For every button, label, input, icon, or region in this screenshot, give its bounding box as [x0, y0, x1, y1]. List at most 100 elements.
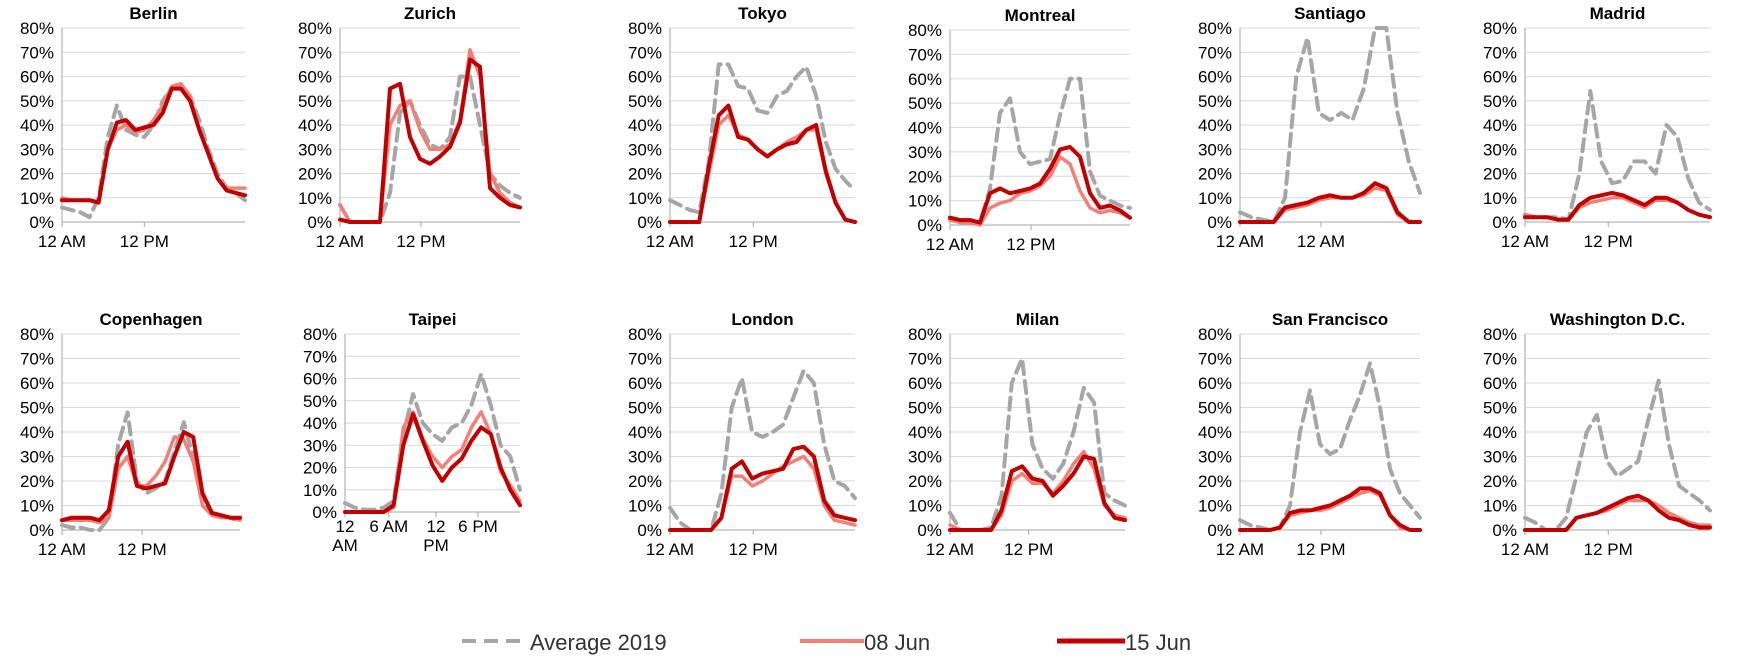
chart-title: Copenhagen — [100, 310, 203, 329]
x-tick-label-line: 6 PM — [458, 517, 498, 536]
x-tick-label: 12 PM — [1584, 232, 1633, 251]
y-tick-label: 20% — [20, 165, 54, 184]
chart-panel: 0% 10% 20% 30% 40% 50% 60% 70% 80% San Francisco 1… — [1198, 310, 1422, 559]
y-tick-label: 20% — [20, 472, 54, 491]
y-tick-label: 30% — [298, 140, 332, 159]
y-tick-label: 40% — [1198, 116, 1232, 135]
y-tick-label: 50% — [1198, 399, 1232, 418]
y-tick-label: 40% — [303, 414, 337, 433]
legend: Average 2019 08 Jun 15 Jun — [0, 628, 1746, 657]
series-line-average-2019 — [948, 356, 1127, 532]
y-tick-label: 50% — [298, 92, 332, 111]
series-line-08-jun — [60, 435, 242, 525]
y-tick-label: 10% — [20, 189, 54, 208]
x-tick-label: 12 PM — [1004, 540, 1053, 559]
series-line-15-jun — [1523, 493, 1712, 532]
y-tick-label: 80% — [628, 325, 662, 344]
legend-label-jun08: 08 Jun — [864, 630, 931, 655]
y-tick-label: 20% — [628, 472, 662, 491]
y-tick-label: 60% — [1198, 68, 1232, 87]
series-line-15-jun — [343, 412, 522, 514]
y-tick-label: 0% — [1207, 213, 1232, 232]
y-tick-label: 70% — [1483, 350, 1517, 369]
x-tick-label: 12 PM — [729, 232, 778, 251]
y-tick-label: 30% — [303, 436, 337, 455]
y-tick-label: 70% — [303, 347, 337, 366]
series-line-average-2019 — [1523, 378, 1712, 532]
y-tick-label: 70% — [1198, 43, 1232, 62]
y-tick-label: 0% — [637, 521, 662, 540]
x-tick-label-line: AM — [332, 536, 358, 555]
y-tick-label: 0% — [1492, 521, 1517, 540]
y-tick-label: 30% — [20, 140, 54, 159]
y-tick-label: 0% — [917, 521, 942, 540]
y-tick-label: 40% — [908, 119, 942, 138]
chart-panel: 0% 10% 20% 30% 40% 50% 60% 70% 80% Washington D.C… — [1483, 310, 1712, 559]
series-line-15-jun — [948, 145, 1132, 225]
y-tick-label: 50% — [20, 399, 54, 418]
chart-title: Santiago — [1294, 4, 1366, 23]
x-tick-label: 6 AM — [369, 517, 408, 536]
y-tick-label: 30% — [1483, 140, 1517, 159]
y-tick-label: 50% — [628, 92, 662, 111]
y-tick-label: 60% — [628, 374, 662, 393]
y-tick-label: 20% — [1198, 472, 1232, 491]
legend-swatch-avg — [462, 639, 528, 643]
y-tick-label: 0% — [29, 213, 54, 232]
y-tick-label: 20% — [1198, 165, 1232, 184]
series-line-15-jun — [338, 57, 522, 224]
y-tick-label: 70% — [908, 350, 942, 369]
series-line-15-jun — [60, 86, 247, 205]
series-line-15-jun — [668, 444, 857, 532]
x-tick-label: 12 AM — [1501, 540, 1549, 559]
series-line-08-jun — [948, 155, 1132, 227]
y-tick-label: 20% — [1483, 165, 1517, 184]
y-tick-label: 10% — [628, 189, 662, 208]
y-tick-label: 40% — [298, 116, 332, 135]
x-tick-label-line: 6 AM — [369, 517, 408, 536]
series-line-08-jun — [338, 48, 522, 224]
y-tick-label: 30% — [1198, 140, 1232, 159]
y-tick-label: 50% — [303, 392, 337, 411]
y-tick-label: 40% — [628, 423, 662, 442]
y-tick-label: 70% — [298, 43, 332, 62]
series-line-average-2019 — [343, 372, 522, 512]
y-tick-label: 50% — [1483, 92, 1517, 111]
x-tick-label-line: 12 — [427, 517, 446, 536]
chart-title: Montreal — [1005, 6, 1076, 25]
y-tick-label: 10% — [1198, 189, 1232, 208]
y-tick-label: 10% — [298, 189, 332, 208]
legend-label-avg: Average 2019 — [530, 630, 667, 655]
x-tick-label: 6 PM — [458, 517, 498, 536]
series-line-average-2019 — [668, 62, 857, 215]
y-tick-label: 60% — [298, 68, 332, 87]
y-tick-label: 60% — [1483, 68, 1517, 87]
y-tick-label: 80% — [1483, 19, 1517, 38]
x-tick-label: 12 AM — [1216, 540, 1264, 559]
chart-title: Taipei — [409, 310, 457, 329]
y-tick-label: 20% — [303, 459, 337, 478]
x-tick-label: 12 AM — [646, 540, 694, 559]
x-tick-label: 12 PM — [1006, 235, 1055, 254]
chart-panel: 0% 10% 20% 30% 40% 50% 60% 70% 80% Milan 12 AM 12 P… — [908, 310, 1127, 559]
x-tick-label: 12 PM — [396, 232, 445, 251]
x-tick-label: 12 PM — [120, 232, 169, 251]
chart-panel: 0% 10% 20% 30% 40% 50% 60% 70% 80% Tokyo 12 AM 12 P… — [628, 4, 857, 251]
x-tick-label: 12 AM — [1501, 232, 1549, 251]
y-tick-label: 0% — [1492, 213, 1517, 232]
y-tick-label: 30% — [20, 448, 54, 467]
x-tick-label: 12 PM — [1296, 540, 1345, 559]
y-tick-label: 10% — [908, 192, 942, 211]
x-tick-label: 12 AM — [1216, 232, 1264, 251]
y-tick-label: 50% — [908, 94, 942, 113]
y-tick-label: 80% — [1198, 19, 1232, 38]
x-tick-label: 12 AM — [1297, 232, 1345, 251]
y-tick-label: 40% — [20, 116, 54, 135]
chart-panel: 0% 10% 20% 30% 40% 50% 60% 70% 80% Madrid 12 AM 12 … — [1483, 4, 1712, 251]
series-line-08-jun — [948, 449, 1127, 532]
y-tick-label: 40% — [1198, 423, 1232, 442]
y-tick-label: 10% — [303, 481, 337, 500]
chart-title: San Francisco — [1272, 310, 1388, 329]
y-tick-label: 60% — [20, 68, 54, 87]
